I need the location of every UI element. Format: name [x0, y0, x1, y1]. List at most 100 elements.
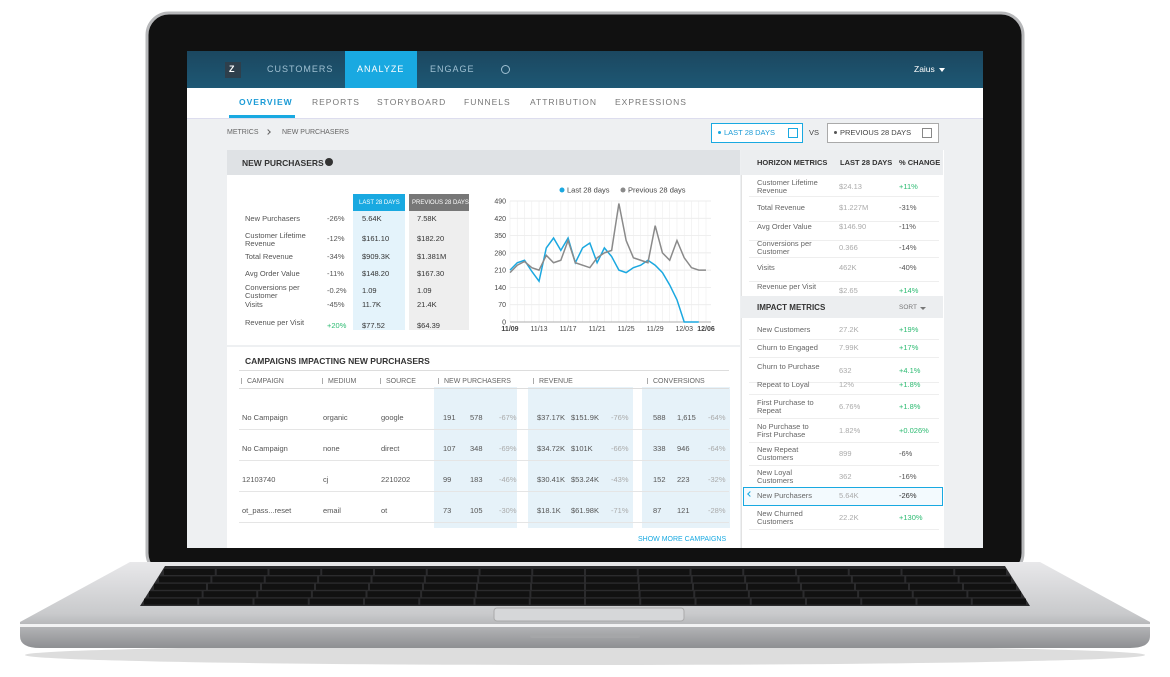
metric-label[interactable]: New Repeat Customers — [757, 445, 799, 462]
subnav-tab[interactable]: OVERVIEW — [239, 97, 293, 107]
y-tick-label: 210 — [494, 268, 506, 275]
table-cell: 338 — [653, 444, 666, 453]
metric-change: -40% — [899, 263, 917, 272]
table-cell: $34.72K — [537, 444, 565, 453]
lip — [20, 624, 1150, 627]
table-cell: 99 — [443, 475, 452, 484]
column-header: HORIZON METRICS — [757, 158, 828, 167]
metric-change: -34% — [327, 252, 345, 261]
metric-change: -45% — [327, 300, 345, 309]
metric-last: 5.64K — [362, 214, 382, 223]
nav-tab[interactable]: CUSTOMERS — [267, 64, 334, 74]
column-header[interactable]: CAMPAIGN — [247, 378, 284, 385]
table-cell: $18.1K — [537, 506, 561, 515]
x-tick-label: 12/03 — [675, 326, 693, 333]
subnav-tab[interactable]: STORYBOARD — [377, 97, 447, 107]
key — [807, 598, 861, 605]
title-rule — [239, 370, 729, 371]
key — [640, 591, 694, 598]
subnav-tab[interactable]: FUNNELS — [464, 97, 511, 107]
date-button[interactable]: LAST 28 DAYS — [724, 128, 775, 137]
legend-label: Last 28 days — [567, 186, 610, 195]
metric-change: -26% — [899, 491, 917, 500]
metric-value: 6.76% — [839, 402, 861, 411]
column-header[interactable]: NEW PURCHASERS — [444, 378, 511, 385]
subnav-tab[interactable]: ATTRIBUTION — [530, 97, 598, 107]
metric-change: -11% — [899, 222, 916, 231]
metric-label[interactable]: Churn to Purchase — [757, 362, 820, 371]
metric-label: Total Revenue — [245, 252, 293, 261]
key — [216, 569, 268, 575]
table-cell: -64% — [708, 413, 726, 422]
metric-label[interactable]: New Churned Customers — [757, 509, 803, 526]
key — [859, 591, 912, 598]
metric-change: -6% — [899, 449, 913, 458]
key — [254, 598, 308, 605]
row-rule — [239, 522, 729, 523]
sort-button[interactable]: SORT — [899, 304, 917, 311]
metric-previous: $182.20 — [417, 234, 445, 243]
table-cell: ot — [381, 506, 388, 515]
metric-label: Revenue per Visit — [245, 318, 305, 327]
x-tick-label: 11/21 — [589, 326, 606, 333]
key — [365, 598, 419, 605]
table-cell: -46% — [499, 475, 517, 484]
key — [968, 591, 1021, 598]
horizon-header — [741, 150, 943, 175]
breadcrumb[interactable]: METRICS — [227, 129, 259, 136]
key — [479, 576, 531, 583]
key — [972, 598, 1026, 605]
metric-label[interactable]: Churn to Engaged — [757, 343, 818, 352]
nav-tab[interactable]: ANALYZE — [357, 64, 405, 74]
metric-value: $24.13 — [839, 182, 862, 191]
line-chart: 0 70 140 210 280 350 420 490 11/09 11/13 11/17 11/2… — [494, 186, 715, 334]
metric-label[interactable]: First Purchase to Repeat — [757, 398, 814, 415]
key — [639, 576, 691, 583]
metric-previous: 1.09 — [417, 286, 432, 295]
row-rule — [239, 429, 729, 430]
key — [799, 576, 851, 583]
metric-change: +17% — [899, 343, 919, 352]
metric-change: -14% — [899, 243, 917, 252]
table-cell: 73 — [443, 506, 452, 515]
key — [424, 583, 476, 590]
show-more-link[interactable]: SHOW MORE CAMPAIGNS — [638, 536, 727, 543]
sort-icon — [438, 378, 439, 384]
key — [691, 569, 743, 575]
metric-label[interactable]: Repeat to Loyal — [757, 380, 810, 389]
key — [265, 576, 318, 583]
metric-label[interactable]: New Purchasers — [757, 491, 813, 500]
metric-label[interactable]: New Loyal Customers — [757, 468, 794, 485]
table-cell: 121 — [677, 506, 690, 515]
nav-tab[interactable]: ENGAGE — [430, 64, 475, 74]
table-cell: -71% — [611, 506, 629, 515]
column-header[interactable]: CONVERSIONS — [653, 378, 705, 385]
metric-change: -12% — [327, 234, 345, 243]
date-button[interactable]: PREVIOUS 28 DAYS — [840, 128, 912, 137]
user-menu[interactable]: Zaius — [914, 64, 935, 74]
subnav-tab[interactable]: REPORTS — [312, 97, 360, 107]
key — [312, 591, 366, 598]
metric-value: 5.64K — [839, 491, 859, 500]
table-cell: 588 — [653, 413, 666, 422]
row-rule — [749, 221, 939, 222]
legend-label: Previous 28 days — [628, 186, 686, 195]
key — [370, 583, 422, 590]
metric-value: 632 — [839, 366, 852, 375]
metric-value: 899 — [839, 449, 852, 458]
metric-change: +20% — [327, 321, 347, 330]
table-cell: 152 — [653, 475, 666, 484]
row-rule — [749, 339, 939, 340]
metric-label[interactable]: No Purchase to First Purchase — [757, 422, 809, 439]
column-header[interactable]: SOURCE — [386, 378, 416, 385]
column-header[interactable]: MEDIUM — [328, 378, 357, 385]
key — [372, 576, 424, 583]
metric-label: Customer Lifetime Revenue — [245, 231, 306, 248]
metric-change: -11% — [327, 269, 344, 278]
metric-value: 22.2K — [839, 513, 859, 522]
last-col — [353, 194, 405, 330]
table-cell: 348 — [470, 444, 483, 453]
subnav-tab[interactable]: EXPRESSIONS — [615, 97, 687, 107]
metric-label[interactable]: New Customers — [757, 325, 811, 334]
column-header[interactable]: REVENUE — [539, 378, 573, 385]
